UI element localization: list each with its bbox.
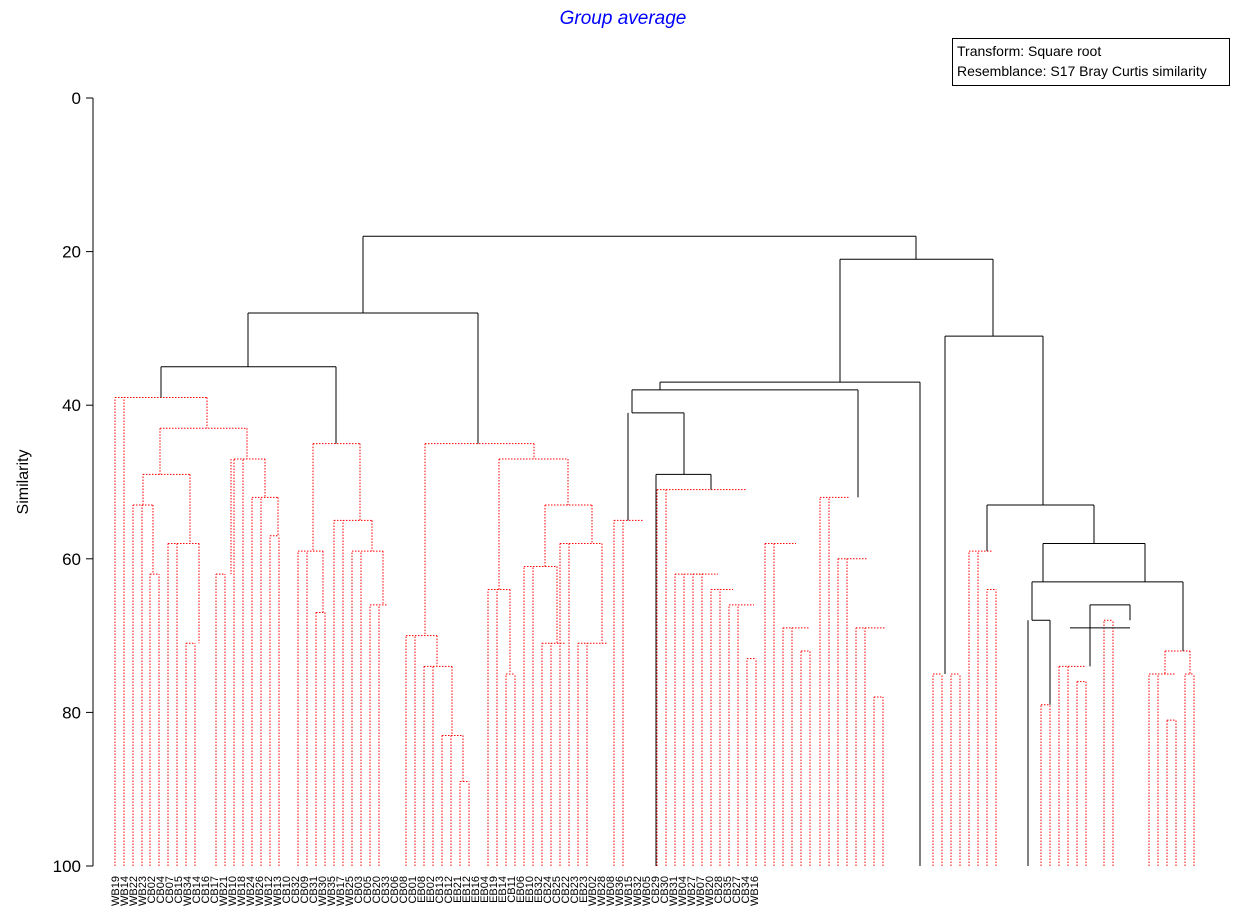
leaf-label: CB05 xyxy=(362,876,374,904)
leaf-label: WB32 xyxy=(632,876,644,906)
leaf-label: CB31 xyxy=(308,876,320,904)
leaf-label: EB23 xyxy=(578,876,590,903)
y-tick-label: 100 xyxy=(53,857,81,876)
leaf-label: WB10 xyxy=(227,876,239,906)
leaf-label: WB12 xyxy=(263,876,275,906)
transform-label: Transform: Square root xyxy=(957,43,1102,59)
chart-title: Group average xyxy=(559,8,687,29)
leaf-label: CB01 xyxy=(407,876,419,904)
leaf-label: CB27 xyxy=(731,876,743,904)
leaf-label: WB04 xyxy=(677,876,689,906)
leaf-label: WB26 xyxy=(254,876,266,906)
leaf-label: EB21 xyxy=(452,876,464,903)
resemblance-label: Resemblance: S17 Bray Curtis similarity xyxy=(957,63,1207,79)
leaf-label: WB23 xyxy=(137,876,149,906)
leaf-label: EB14 xyxy=(497,876,509,903)
leaf-label: EB10 xyxy=(524,876,536,903)
leaf-label: CB16 xyxy=(200,876,212,904)
leaf-label: EB02 xyxy=(425,876,437,903)
info-box: Transform: Square root Resemblance: S17 … xyxy=(952,38,1230,86)
leaf-label: CB09 xyxy=(299,876,311,904)
leaf-label: EB19 xyxy=(488,876,500,903)
y-tick-label: 60 xyxy=(62,550,81,569)
leaf-label: CB04 xyxy=(155,876,167,904)
y-axis: 0 20 40 60 80 100 Similarity xyxy=(15,89,94,876)
leaf-label: WB17 xyxy=(335,876,347,906)
leaf-label: WB07 xyxy=(695,876,707,906)
leaf-label: WB30 xyxy=(317,876,329,906)
y-axis-title: Similarity xyxy=(15,450,32,515)
leaf-label: WB19 xyxy=(110,876,122,906)
leaf-label: CB33 xyxy=(380,876,392,904)
leaf-label: WB22 xyxy=(128,876,140,906)
leaf-label: EB08 xyxy=(416,876,428,903)
leaf-label: CB15 xyxy=(173,876,185,904)
leaf-label: WB31 xyxy=(668,876,680,906)
leaf-label: WB02 xyxy=(587,876,599,906)
leaf-label: CB12 xyxy=(443,876,455,904)
leaf-label: WB13 xyxy=(272,876,284,906)
leaf-label: EB16 xyxy=(470,876,482,903)
y-tick-label: 80 xyxy=(62,703,81,722)
leaf-label: WB36 xyxy=(614,876,626,906)
leaf-label: WB28 xyxy=(596,876,608,906)
leaf-label: EB04 xyxy=(479,876,491,903)
leaf-label: CB35 xyxy=(722,876,734,904)
y-tick-label: 40 xyxy=(62,396,81,415)
y-tick-label: 20 xyxy=(62,243,81,262)
significant-branches xyxy=(160,235,1184,866)
leaf-label: CB32 xyxy=(290,876,302,904)
leaf-label: CB22 xyxy=(560,876,572,904)
leaf-labels: WB19WB14WB22WB23CB02CB04CB07CB15WB34CB14… xyxy=(110,876,761,906)
leaf-label: CB13 xyxy=(434,876,446,904)
leaf-label: WB16 xyxy=(749,876,761,906)
leaf-label: EB06 xyxy=(515,876,527,903)
leaf-label: WB14 xyxy=(119,876,131,906)
leaf-label: CB34 xyxy=(740,876,752,904)
leaf-label: CB28 xyxy=(713,876,725,904)
y-tick-label: 0 xyxy=(72,89,81,108)
leaf-label: CB23 xyxy=(569,876,581,904)
leaf-label: EB12 xyxy=(461,876,473,903)
leaf-label: EB32 xyxy=(533,876,545,903)
leaf-label: CB30 xyxy=(659,876,671,904)
leaf-label: CB29 xyxy=(650,876,662,904)
leaf-label: WB27 xyxy=(686,876,698,906)
leaf-label: CB24 xyxy=(542,876,554,904)
leaf-label: CB02 xyxy=(146,876,158,904)
leaf-label: WB24 xyxy=(245,876,257,906)
leaf-label: WB34 xyxy=(182,876,194,906)
leaf-label: WB18 xyxy=(236,876,248,906)
leaf-label: WB05 xyxy=(641,876,653,906)
leaf-label: WB21 xyxy=(218,876,230,906)
leaf-label: CB06 xyxy=(389,876,401,904)
leaf-label: WB35 xyxy=(326,876,338,906)
leaf-label: CB08 xyxy=(398,876,410,904)
leaf-label: CB10 xyxy=(281,876,293,904)
leaf-label: CB07 xyxy=(164,876,176,904)
leaf-label: CB20 xyxy=(371,876,383,904)
leaf-label: CB17 xyxy=(209,876,221,904)
leaf-label: CB03 xyxy=(353,876,365,904)
leaf-label: CB14 xyxy=(191,876,203,904)
leaf-label: WB15 xyxy=(623,876,635,906)
leaf-label: WB25 xyxy=(344,876,356,906)
leaf-label: CB11 xyxy=(506,876,518,903)
non-significant-branches xyxy=(114,397,1195,866)
leaf-label: WB20 xyxy=(704,876,716,906)
leaf-label: CB25 xyxy=(551,876,563,904)
leaf-label: WB08 xyxy=(605,876,617,906)
